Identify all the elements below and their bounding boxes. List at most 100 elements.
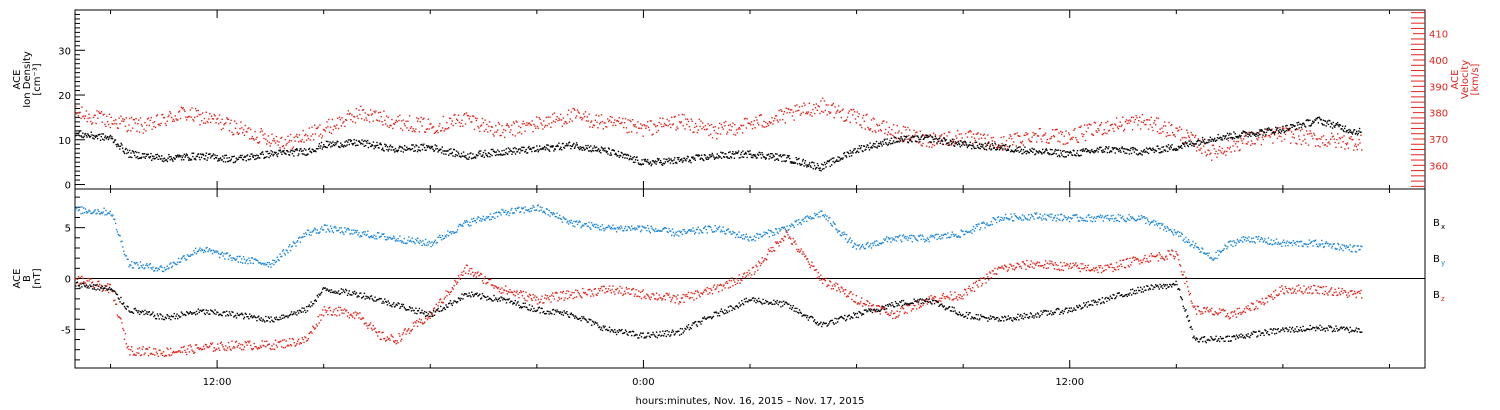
data-point <box>170 266 173 269</box>
data-point <box>1032 151 1034 153</box>
data-point <box>641 124 643 127</box>
data-point <box>388 126 390 128</box>
data-point <box>543 147 545 149</box>
data-point <box>956 144 959 146</box>
data-point <box>1071 154 1074 157</box>
data-point <box>1054 214 1056 217</box>
data-point <box>459 223 461 226</box>
data-point <box>743 153 745 155</box>
data-point <box>1155 124 1157 126</box>
data-point <box>764 156 766 159</box>
data-point <box>659 161 661 164</box>
data-point <box>1034 212 1036 214</box>
data-point <box>786 157 788 159</box>
data-point <box>805 112 807 115</box>
data-point <box>481 218 484 220</box>
data-point <box>218 253 220 255</box>
data-point <box>1331 245 1334 247</box>
data-point <box>557 145 559 147</box>
data-point <box>223 124 225 126</box>
data-point <box>398 147 400 149</box>
data-point <box>126 130 128 133</box>
data-point <box>362 109 365 111</box>
data-point <box>1304 126 1307 128</box>
data-point <box>1068 132 1070 134</box>
data-point <box>186 258 188 261</box>
data-point <box>988 142 990 144</box>
data-point <box>861 244 864 246</box>
data-point <box>177 154 179 156</box>
data-point <box>1181 137 1183 139</box>
data-point <box>1260 130 1262 132</box>
data-point <box>1064 151 1067 153</box>
data-point <box>784 122 786 124</box>
data-point <box>954 141 956 143</box>
data-point <box>591 149 593 152</box>
data-point <box>176 155 178 157</box>
data-point <box>97 137 99 140</box>
data-point <box>363 119 366 121</box>
data-point <box>1295 243 1297 246</box>
data-point <box>686 118 689 120</box>
data-point <box>1061 220 1064 222</box>
data-point <box>893 136 895 138</box>
data-point <box>521 123 524 125</box>
data-point <box>1102 220 1104 222</box>
data-point <box>809 114 811 116</box>
data-point <box>610 154 613 156</box>
data-point <box>990 137 993 139</box>
data-point <box>920 144 922 146</box>
data-point <box>532 130 534 133</box>
data-point <box>646 161 648 163</box>
data-point <box>220 253 223 255</box>
data-point <box>757 153 759 155</box>
data-point <box>777 159 780 161</box>
data-point <box>419 121 421 123</box>
data-point <box>823 100 826 102</box>
data-point <box>565 218 567 220</box>
data-point <box>827 160 829 162</box>
data-point <box>102 133 105 135</box>
data-point <box>1217 250 1219 252</box>
data-point <box>659 117 661 119</box>
data-point <box>678 230 681 232</box>
data-point <box>1118 125 1120 127</box>
data-point <box>158 155 161 158</box>
data-point <box>353 229 355 231</box>
data-point <box>598 227 600 229</box>
data-point <box>353 115 355 118</box>
data-point <box>385 123 387 125</box>
data-point <box>730 157 733 159</box>
data-point <box>308 148 310 150</box>
data-point <box>1065 156 1067 158</box>
data-point <box>806 215 809 217</box>
data-point <box>1334 126 1336 128</box>
data-point <box>934 138 936 140</box>
data-point <box>141 125 143 127</box>
data-point <box>541 148 543 150</box>
data-point <box>516 207 518 209</box>
data-point <box>498 150 500 153</box>
data-point <box>378 236 381 238</box>
data-point <box>487 156 489 158</box>
data-point <box>184 110 186 113</box>
data-point <box>689 159 691 162</box>
data-point <box>792 111 794 113</box>
data-point <box>155 267 158 269</box>
data-point <box>77 132 80 135</box>
data-point <box>1252 237 1255 239</box>
data-point <box>104 136 106 139</box>
data-point <box>1123 150 1125 153</box>
data-point <box>1091 133 1094 136</box>
data-point <box>1204 138 1206 141</box>
data-point <box>213 113 215 116</box>
data-point <box>215 251 217 254</box>
data-point <box>163 117 166 119</box>
data-point <box>267 135 270 137</box>
data-point <box>255 158 257 160</box>
data-point <box>115 123 118 125</box>
data-point <box>590 150 593 153</box>
data-point <box>524 150 527 152</box>
data-point <box>394 240 397 242</box>
data-point <box>933 141 935 143</box>
